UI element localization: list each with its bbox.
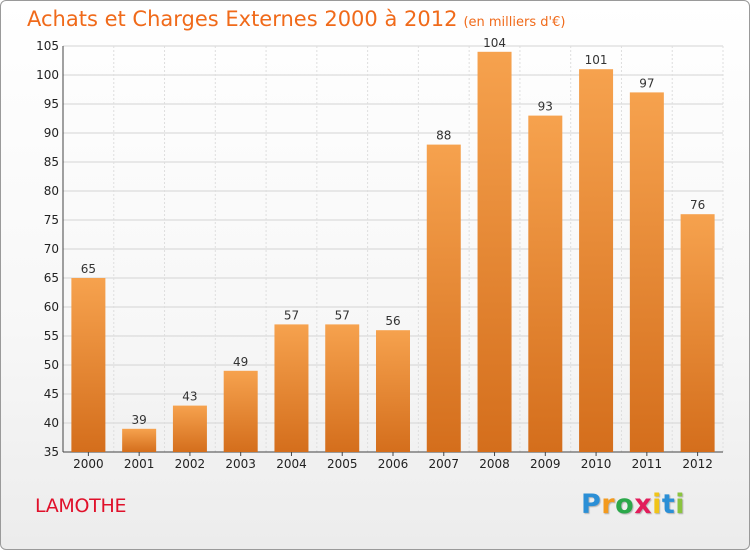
bar-2001 <box>122 428 157 452</box>
value-label-2009: 93 <box>538 100 553 114</box>
y-tick-label: 40 <box>44 416 59 430</box>
y-tick-label: 75 <box>44 213 59 227</box>
logo-letter: x <box>634 489 653 520</box>
y-tick-label: 35 <box>44 445 59 459</box>
value-label-2008: 104 <box>483 36 506 50</box>
y-tick-label: 90 <box>44 126 59 140</box>
value-label-2001: 39 <box>132 413 147 427</box>
logo-letter: i <box>652 489 662 520</box>
chart-subtitle: (en milliers d'€) <box>463 15 566 30</box>
commune-name: LAMOTHE <box>35 495 127 517</box>
logo-letter: o <box>615 489 635 520</box>
y-tick-label: 100 <box>36 68 59 82</box>
y-tick-label: 95 <box>44 97 59 111</box>
x-tick-label-2009: 2009 <box>530 457 561 471</box>
label-layer: 65 2000 39 2001 43 2002 49 2003 57 2004 57 2005 56 20… <box>73 36 713 471</box>
title-text: Achats et Charges Externes 2000 à 2012 <box>27 7 458 31</box>
x-tick-label-2000: 2000 <box>73 457 104 471</box>
logo-letter: t <box>661 489 676 520</box>
bar-2010 <box>579 69 614 452</box>
bar-2006 <box>376 330 410 452</box>
value-label-2012: 76 <box>690 198 705 212</box>
logo-letter: i <box>675 489 686 520</box>
bar-2005 <box>325 324 360 452</box>
y-tick-label: 70 <box>44 242 59 256</box>
y-tick-label: 105 <box>36 39 59 53</box>
logo-letter: r <box>601 489 616 520</box>
x-tick-label-2007: 2007 <box>428 457 459 471</box>
y-tick-label: 45 <box>44 387 59 401</box>
x-tick-label-2003: 2003 <box>225 457 256 471</box>
value-label-2000: 65 <box>81 262 96 276</box>
x-tick-label-2002: 2002 <box>175 457 206 471</box>
bar-2008 <box>477 51 512 453</box>
value-label-2005: 57 <box>335 308 350 322</box>
y-tick-label: 65 <box>44 271 59 285</box>
bar-2002 <box>172 405 207 452</box>
value-label-2007: 88 <box>436 129 451 143</box>
bar-2011 <box>629 92 664 453</box>
value-label-2006: 56 <box>385 314 400 328</box>
x-tick-label-2012: 2012 <box>682 457 713 471</box>
proxiti-logo: Proxiti <box>581 489 685 520</box>
x-tick-label-2006: 2006 <box>378 457 409 471</box>
y-tick-label: 85 <box>44 155 59 169</box>
bar-layer <box>71 51 715 453</box>
bar-2007 <box>426 144 461 452</box>
x-tick-label-2008: 2008 <box>479 457 510 471</box>
y-tick-label: 60 <box>44 300 59 314</box>
value-label-2004: 57 <box>284 308 299 322</box>
bar-2000 <box>71 278 106 452</box>
x-tick-label-2001: 2001 <box>124 457 155 471</box>
bar-2003 <box>223 370 258 452</box>
x-tick-label-2004: 2004 <box>276 457 307 471</box>
x-tick-label-2011: 2011 <box>632 457 663 471</box>
value-label-2002: 43 <box>182 390 197 404</box>
y-tick-label: 50 <box>44 358 59 372</box>
x-tick-label-2005: 2005 <box>327 457 358 471</box>
value-label-2010: 101 <box>585 53 608 67</box>
value-label-2011: 97 <box>639 76 654 90</box>
value-label-2003: 49 <box>233 355 248 369</box>
chart-title: Achats et Charges Externes 2000 à 2012 (e… <box>27 7 565 31</box>
bar-2004 <box>274 324 309 452</box>
x-tick-label-2010: 2010 <box>581 457 612 471</box>
bar-2009 <box>528 115 563 452</box>
y-tick-label: 80 <box>44 184 59 198</box>
y-tick-label: 55 <box>44 329 59 343</box>
bar-2012 <box>680 214 715 452</box>
logo-letter: P <box>581 489 602 520</box>
